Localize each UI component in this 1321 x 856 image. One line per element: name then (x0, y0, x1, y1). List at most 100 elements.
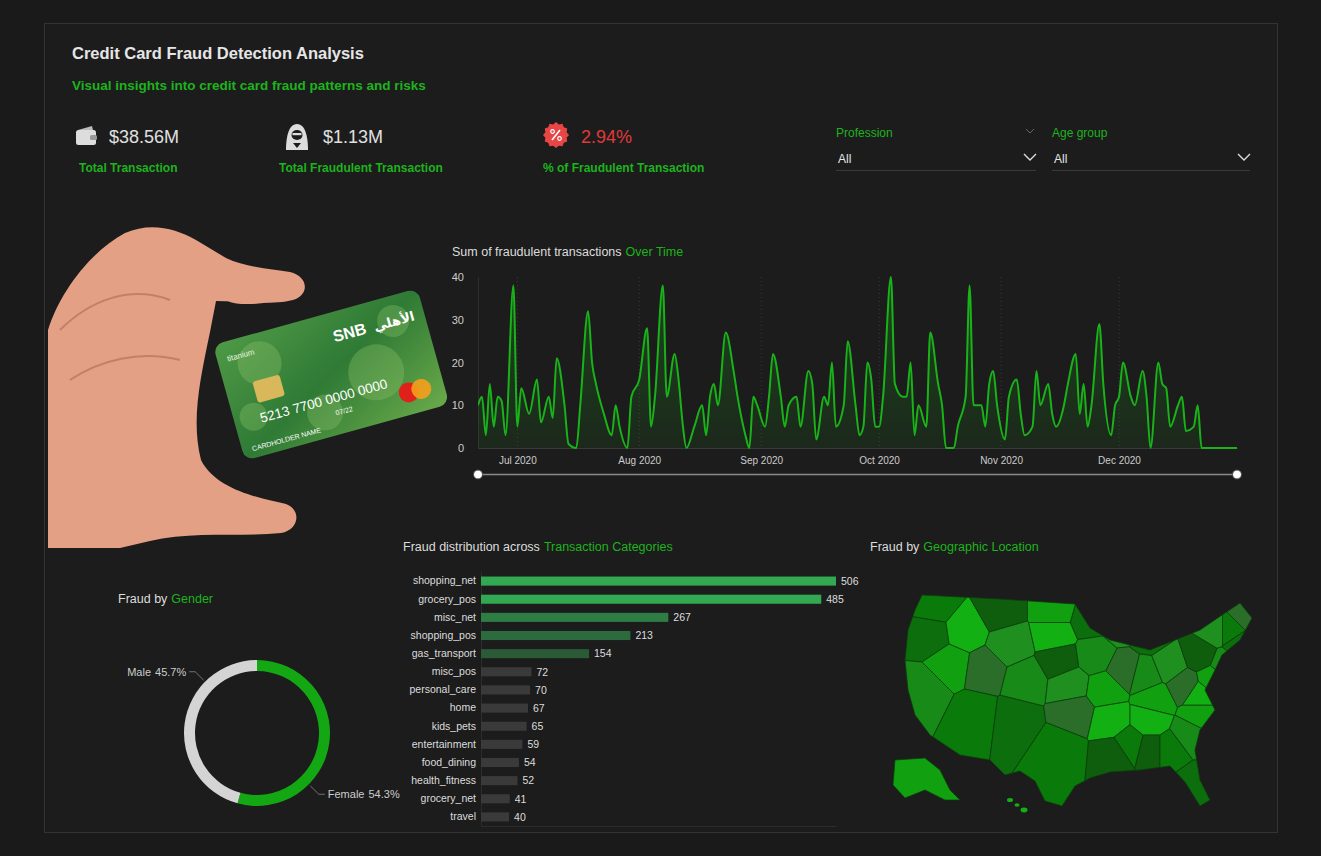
tick: Sep 2020 (740, 448, 783, 466)
tick-label: 20 (452, 357, 464, 369)
background (0, 0, 1321, 856)
header-chevron (1026, 129, 1034, 133)
wallet-icon (76, 126, 97, 145)
data-label: 40 (514, 811, 526, 823)
title-text: Fraud distribution across (403, 540, 540, 554)
state (1197, 665, 1270, 719)
card-expiry: 07/22 (335, 405, 354, 416)
title-highlight: Over Time (626, 245, 684, 259)
chart-title: Fraud byGender (118, 592, 213, 606)
tick: 20 (452, 357, 478, 369)
state (1070, 580, 1112, 640)
filter-value[interactable]: All (838, 152, 851, 166)
tick-label: travel (450, 810, 476, 822)
tick-label: personal_care (409, 683, 476, 695)
tick: grocery_pos (418, 593, 481, 605)
chart-title: Fraud distribution acrossTransaction Cat… (403, 540, 673, 554)
tick-label: gas_transport (412, 647, 476, 659)
axis-line (481, 573, 482, 827)
filter-value[interactable]: All (1054, 152, 1067, 166)
credit-card: titaniumSNBالأهلي5213 7700 0000 000007/2… (213, 288, 449, 460)
map-states (880, 580, 1270, 820)
tick: entertainment (412, 738, 481, 750)
label-value: 54.3% (368, 788, 399, 800)
state (981, 722, 1088, 820)
line (478, 277, 1237, 448)
data-label: 72 (537, 666, 549, 678)
state (1178, 580, 1222, 648)
tick-label: 30 (452, 314, 464, 326)
data-label: 54 (524, 756, 536, 768)
filter-underline (1052, 170, 1250, 171)
map-outline (905, 595, 1252, 806)
data-label: 59 (527, 738, 539, 750)
tick: 30 (452, 314, 478, 326)
tick: 40 (452, 271, 478, 283)
filter-label[interactable]: Age group (1052, 126, 1108, 140)
tick: 10 (452, 399, 478, 411)
range-slider[interactable] (474, 470, 1242, 479)
tick: home (450, 701, 481, 713)
grid-line (879, 277, 880, 448)
filter-underline (836, 170, 1036, 171)
axis-line (479, 448, 1238, 449)
title-highlight: Gender (171, 592, 213, 606)
title-highlight: Geographic Location (923, 540, 1038, 554)
tick-label: Aug 2020 (618, 455, 661, 466)
state (1175, 705, 1270, 755)
state (1170, 715, 1253, 760)
data-label: Female54.3% (328, 788, 400, 800)
tick-label: Nov 2020 (980, 455, 1023, 466)
hawaii (1007, 798, 1013, 802)
tick-label: Jul 2020 (499, 455, 537, 466)
hacker-icon (286, 124, 308, 150)
percent-icon (543, 122, 569, 148)
axis: shopping_netgrocery_posmisc_netshopping_… (409, 573, 481, 827)
slider-handle[interactable] (1233, 470, 1242, 479)
bar (481, 667, 532, 676)
state (1103, 580, 1152, 648)
dropdown-chevron[interactable] (1238, 154, 1250, 160)
data-labels: 506485267213154727067655954524140 (514, 575, 859, 823)
tick-label: health_fitness (411, 774, 476, 786)
label-value: 45.7% (155, 666, 186, 678)
tick: personal_care (409, 683, 481, 695)
tick-label: 10 (452, 399, 464, 411)
bar (481, 704, 528, 713)
data-label: 41 (515, 793, 527, 805)
axis: 010203040 (452, 271, 479, 454)
axis-line (482, 826, 837, 827)
bar (481, 722, 527, 731)
data-label: 506 (841, 575, 859, 587)
label-category: Male (127, 666, 151, 678)
slice (238, 660, 330, 806)
filter-label[interactable]: Profession (836, 126, 893, 140)
data-label: 154 (594, 647, 612, 659)
leader-line (310, 786, 325, 794)
tick-label: entertainment (412, 738, 476, 750)
axis: Jul 2020 Aug 2020 Sep 2020 Oct 2020 Nov 2020… (479, 448, 1238, 466)
filter-dropdown[interactable]: Age group All (1052, 126, 1250, 171)
tick-label: grocery_net (421, 792, 477, 804)
bar (481, 776, 517, 785)
tick: Oct 2020 (859, 448, 900, 466)
bar (481, 577, 836, 586)
tick-label: shopping_net (413, 574, 476, 586)
dropdown-chevron[interactable] (1024, 154, 1036, 160)
state (1222, 631, 1270, 684)
filter-dropdown[interactable]: Profession All (836, 126, 1036, 171)
area (478, 277, 1237, 448)
slider-handle[interactable] (474, 470, 483, 479)
state (922, 644, 970, 694)
data-label: 67 (533, 702, 545, 714)
chart-title: Fraud byGeographic Location (870, 540, 1039, 554)
data-label: 267 (673, 611, 691, 623)
card-holder: CARDHOLDER NAME (251, 426, 322, 452)
tick-label: Oct 2020 (859, 455, 900, 466)
card-number: 5213 7700 0000 0000 (258, 376, 389, 426)
axis (482, 826, 837, 827)
panel (45, 24, 1278, 833)
grid-line (1001, 277, 1002, 448)
leader-line (189, 672, 204, 680)
grid (517, 277, 1119, 448)
